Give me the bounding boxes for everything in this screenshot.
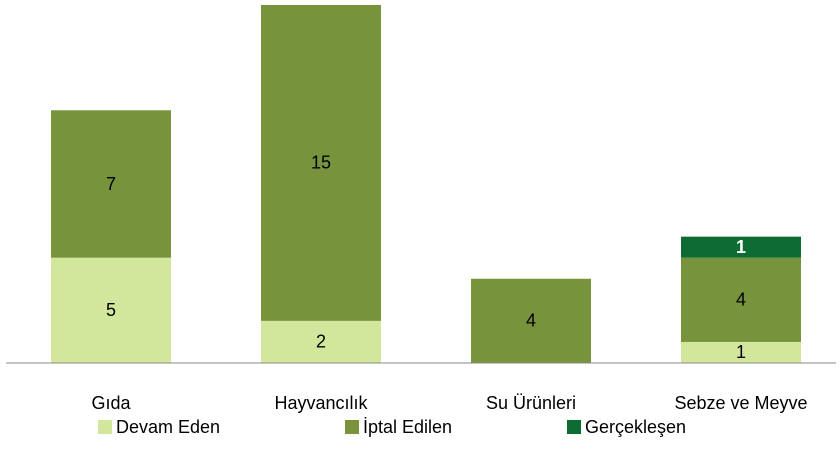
x-tick-label: Gıda: [91, 393, 131, 413]
legend-swatch: [567, 420, 581, 434]
data-label: 4: [736, 290, 746, 310]
data-label: 5: [106, 300, 116, 320]
data-label: 1: [736, 237, 746, 257]
data-label: 2: [316, 332, 326, 352]
data-label: 1: [736, 342, 746, 362]
bar-segment: [51, 110, 171, 258]
legend-label: Gerçekleşen: [585, 417, 686, 437]
bar-segment: [681, 341, 801, 363]
data-label: 4: [526, 311, 536, 331]
data-label: 7: [106, 174, 116, 194]
bar-segment: [471, 278, 591, 363]
bar-segment: [681, 257, 801, 342]
bar-segment: [681, 236, 801, 258]
bar-segment: [261, 320, 381, 363]
bar-segment: [51, 257, 171, 363]
x-tick-label: Su Ürünleri: [486, 393, 576, 413]
x-tick-label: Hayvancılık: [274, 393, 368, 413]
legend-swatch: [345, 420, 359, 434]
x-tick-label: Sebze ve Meyve: [674, 393, 807, 413]
legend-label: İptal Edilen: [363, 417, 452, 437]
data-label: 15: [311, 153, 331, 173]
bar-segment: [261, 5, 381, 321]
legend-swatch: [98, 420, 112, 434]
legend-label: Devam Eden: [116, 417, 220, 437]
